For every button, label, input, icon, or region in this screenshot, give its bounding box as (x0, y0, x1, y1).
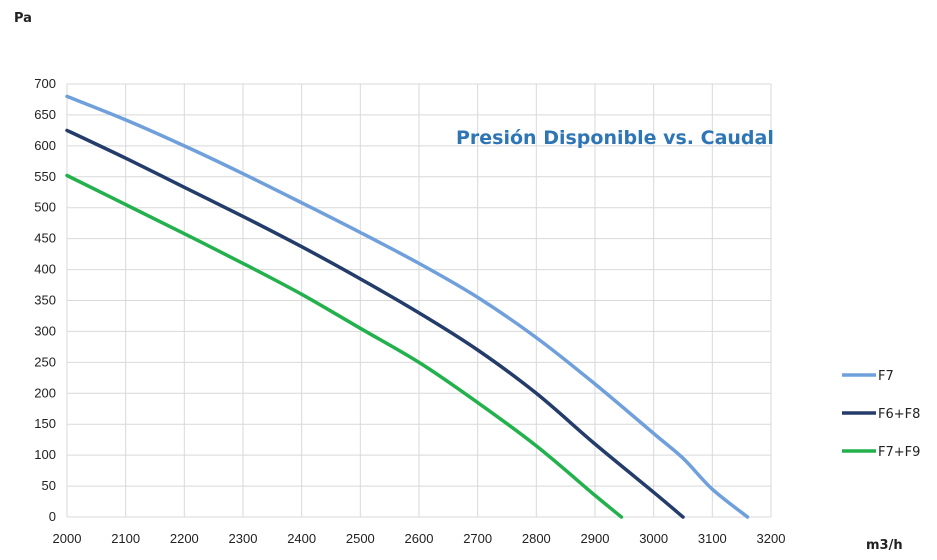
y-axis-unit: Pa (14, 11, 32, 26)
x-axis-ticks: 2000 2100 2200 2300 2400 2500 2600 2700 2800 2900… (53, 531, 786, 546)
y-tick-label: 350 (34, 293, 56, 308)
legend-label: F6+F8 (878, 407, 920, 422)
x-tick-label: 2000 (53, 531, 82, 546)
series-line-1 (65, 94, 750, 519)
x-tick-label: 2400 (287, 531, 316, 546)
y-tick-label: 700 (34, 76, 56, 91)
x-tick-label: 2100 (111, 531, 140, 546)
x-tick-label: 2900 (581, 531, 610, 546)
x-tick-label: 3200 (757, 531, 786, 546)
series-line-3 (65, 173, 624, 519)
y-tick-label: 100 (34, 447, 56, 462)
y-tick-label: 550 (34, 169, 56, 184)
x-tick-label: 2800 (522, 531, 551, 546)
x-tick-label: 3100 (698, 531, 727, 546)
x-tick-label: 3000 (639, 531, 668, 546)
y-tick-label: 500 (34, 200, 56, 215)
x-tick-label: 2700 (463, 531, 492, 546)
y-axis-ticks: 0 50 100 150 200 250 300 350 400 450 500 550 600 650 7… (34, 76, 56, 524)
y-tick-label: 300 (34, 323, 56, 338)
y-tick-label: 650 (34, 107, 56, 122)
legend-label: F7 (878, 369, 894, 384)
x-tick-label: 2600 (405, 531, 434, 546)
y-tick-label: 450 (34, 231, 56, 246)
y-tick-label: 600 (34, 138, 56, 153)
grid (66, 83, 772, 518)
chart-title: Presión Disponible vs. Caudal (456, 127, 774, 149)
x-tick-label: 2500 (346, 531, 375, 546)
legend-label: F7+F9 (878, 445, 920, 460)
series-lines (65, 94, 750, 519)
y-tick-label: 400 (34, 262, 56, 277)
y-tick-label: 250 (34, 354, 56, 369)
y-tick-label: 150 (34, 416, 56, 431)
series-line-2 (65, 128, 685, 519)
y-tick-label: 0 (49, 509, 56, 524)
y-tick-label: 50 (42, 478, 56, 493)
x-tick-label: 2300 (229, 531, 258, 546)
legend: F7 F6+F8 F7+F9 (842, 369, 920, 460)
x-axis-unit: m3/h (866, 538, 903, 553)
x-tick-label: 2200 (170, 531, 199, 546)
y-tick-label: 200 (34, 385, 56, 400)
